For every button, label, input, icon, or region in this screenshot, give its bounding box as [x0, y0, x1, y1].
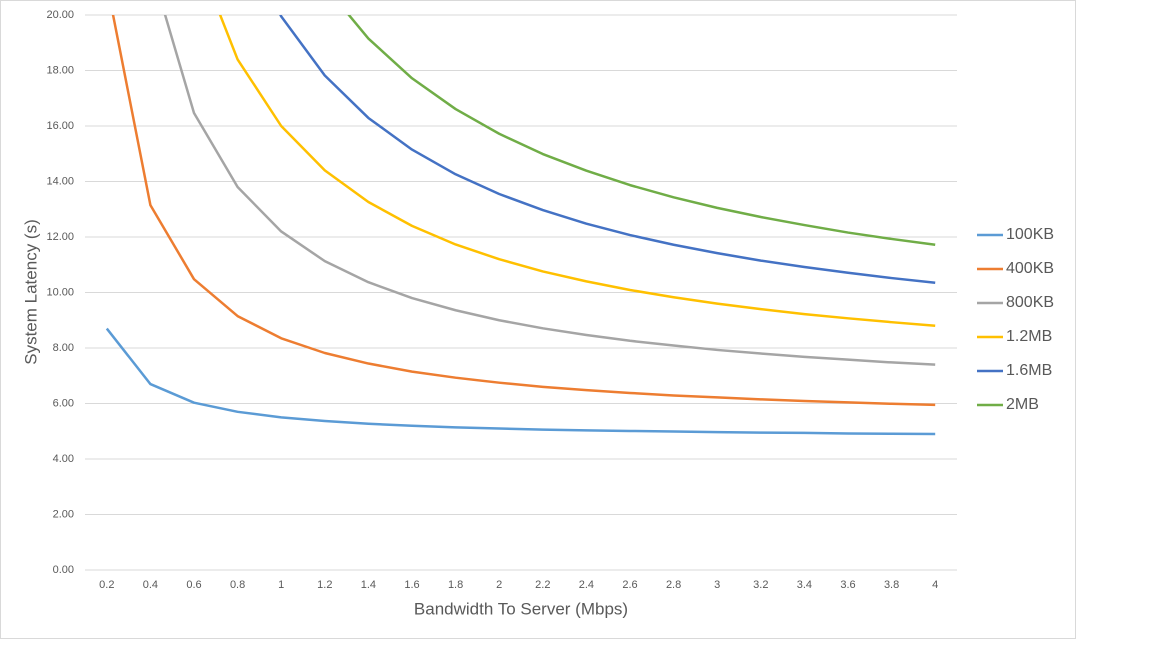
y-tick-label: 14.00	[46, 175, 74, 187]
x-tick-label: 1.6	[404, 579, 419, 591]
series-line	[111, 15, 936, 407]
grid	[85, 14, 957, 571]
x-tick-label: 2.8	[666, 579, 681, 591]
y-tick-label: 2.00	[53, 508, 74, 520]
legend-label: 400KB	[1006, 260, 1054, 277]
y-tick-label: 4.00	[53, 453, 74, 465]
x-tick-label: 1	[278, 579, 284, 591]
y-tick-label: 16.00	[46, 120, 74, 132]
y-axis-title: System Latency (s)	[21, 219, 40, 365]
legend-label: 800KB	[1006, 294, 1054, 311]
x-tick-label: 4	[932, 579, 938, 591]
series-line	[347, 15, 936, 247]
series-line	[279, 15, 936, 285]
x-tick-label: 3.8	[884, 579, 899, 591]
y-tick-label: 0.00	[53, 564, 74, 576]
legend-label: 2MB	[1006, 396, 1039, 413]
x-tick-label: 1.8	[448, 579, 463, 591]
x-tick-label: 3	[714, 579, 720, 591]
chart-border	[0, 0, 1076, 639]
y-tick-label: 8.00	[53, 342, 74, 354]
legend-label: 1.6MB	[1006, 362, 1052, 379]
x-tick-label: 3.2	[753, 579, 768, 591]
legend-label: 100KB	[1006, 226, 1054, 243]
y-tick-label: 10.00	[46, 286, 74, 298]
series-line	[218, 15, 936, 328]
x-tick-label: 0.4	[143, 579, 158, 591]
x-tick-label: 3.6	[840, 579, 855, 591]
y-tick-label: 6.00	[53, 397, 74, 409]
y-tick-label: 12.00	[46, 231, 74, 243]
series-line	[163, 15, 936, 366]
legend: 100KB 400KB 800KB 1.2MB 1.6MB 2MB	[977, 226, 1054, 413]
y-tick-label: 20.00	[46, 9, 74, 21]
x-tick-label: 2.6	[622, 579, 637, 591]
series-line	[105, 327, 936, 436]
y-tick-label: 18.00	[46, 64, 74, 76]
x-axis-title: Bandwidth To Server (Mbps)	[414, 599, 628, 618]
plot	[105, 15, 936, 436]
x-tick-label: 1.2	[317, 579, 332, 591]
x-tick-label: 2	[496, 579, 502, 591]
x-tick-label: 1.4	[361, 579, 376, 591]
x-tick-label: 0.2	[99, 579, 114, 591]
x-tick-label: 2.4	[579, 579, 594, 591]
x-tick-label: 3.4	[797, 579, 812, 591]
x-tick-label: 0.6	[186, 579, 201, 591]
legend-label: 1.2MB	[1006, 328, 1052, 345]
x-tick-label: 2.2	[535, 579, 550, 591]
x-tick-label: 0.8	[230, 579, 245, 591]
